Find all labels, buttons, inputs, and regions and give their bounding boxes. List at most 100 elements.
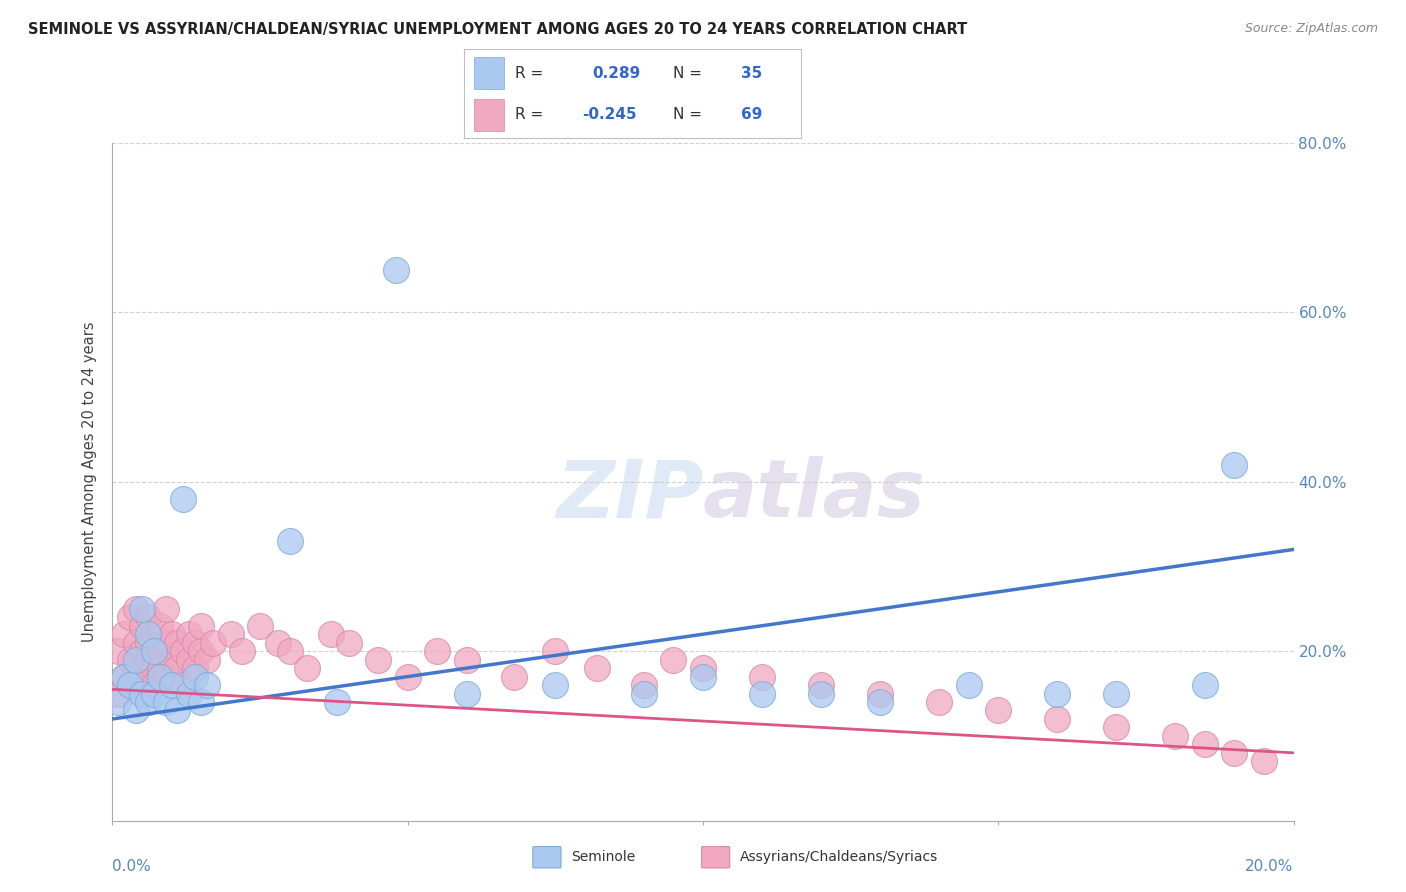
Text: 0.0%: 0.0% <box>112 859 152 874</box>
Bar <box>474 57 505 89</box>
FancyBboxPatch shape <box>702 847 730 868</box>
Point <box>869 695 891 709</box>
Point <box>149 669 172 683</box>
Point <box>1105 721 1128 735</box>
Point <box>751 669 773 683</box>
Point <box>136 610 159 624</box>
Point <box>190 644 212 658</box>
Point <box>456 687 478 701</box>
Point <box>319 627 342 641</box>
Point <box>633 687 655 701</box>
Point <box>166 635 188 649</box>
Text: 20.0%: 20.0% <box>1246 859 1294 874</box>
Point <box>142 644 165 658</box>
Text: -0.245: -0.245 <box>582 107 637 121</box>
Point <box>120 678 142 692</box>
Point <box>131 619 153 633</box>
Point <box>125 635 148 649</box>
Point <box>142 687 165 701</box>
Point <box>928 695 950 709</box>
Point <box>278 644 301 658</box>
Point <box>107 695 129 709</box>
Point <box>149 619 172 633</box>
Point <box>120 610 142 624</box>
Point <box>278 533 301 548</box>
Point <box>172 644 194 658</box>
Point <box>136 653 159 667</box>
Point <box>112 627 135 641</box>
Point <box>166 661 188 675</box>
Point <box>195 653 218 667</box>
Text: 0.289: 0.289 <box>592 66 641 80</box>
Point <box>190 619 212 633</box>
Point <box>751 687 773 701</box>
Point <box>112 669 135 683</box>
Point <box>633 678 655 692</box>
Point <box>987 703 1010 717</box>
Point <box>692 669 714 683</box>
Point <box>456 653 478 667</box>
Point <box>1223 458 1246 472</box>
Point <box>120 678 142 692</box>
Point <box>142 661 165 675</box>
Bar <box>474 99 505 131</box>
Text: Assyrians/Chaldeans/Syriacs: Assyrians/Chaldeans/Syriacs <box>740 850 938 864</box>
Point <box>869 687 891 701</box>
Point <box>1046 687 1069 701</box>
Point <box>810 678 832 692</box>
Point <box>160 678 183 692</box>
Point <box>249 619 271 633</box>
Point <box>184 669 207 683</box>
Point <box>120 653 142 667</box>
Point <box>166 703 188 717</box>
Text: Source: ZipAtlas.com: Source: ZipAtlas.com <box>1244 22 1378 36</box>
Point <box>219 627 242 641</box>
Point <box>172 491 194 506</box>
FancyBboxPatch shape <box>533 847 561 868</box>
Point <box>131 644 153 658</box>
Point <box>149 644 172 658</box>
Point <box>544 678 567 692</box>
Point <box>367 653 389 667</box>
Point <box>155 602 177 616</box>
Text: SEMINOLE VS ASSYRIAN/CHALDEAN/SYRIAC UNEMPLOYMENT AMONG AGES 20 TO 24 YEARS CORR: SEMINOLE VS ASSYRIAN/CHALDEAN/SYRIAC UNE… <box>28 22 967 37</box>
Text: N =: N = <box>673 66 707 80</box>
Point <box>1223 746 1246 760</box>
Point <box>125 661 148 675</box>
Text: ZIP: ZIP <box>555 456 703 534</box>
Point <box>179 627 201 641</box>
Point <box>107 687 129 701</box>
Point <box>190 695 212 709</box>
Point <box>1105 687 1128 701</box>
Point <box>1194 737 1216 751</box>
Point <box>136 627 159 641</box>
Point <box>1164 729 1187 743</box>
Point <box>195 678 218 692</box>
Point <box>810 687 832 701</box>
Point <box>155 669 177 683</box>
Point <box>107 644 129 658</box>
Point <box>201 635 224 649</box>
Point <box>1194 678 1216 692</box>
Point <box>136 669 159 683</box>
Y-axis label: Unemployment Among Ages 20 to 24 years: Unemployment Among Ages 20 to 24 years <box>82 321 97 642</box>
Text: N =: N = <box>673 107 707 121</box>
Point <box>179 687 201 701</box>
Point <box>1253 755 1275 769</box>
Point <box>136 635 159 649</box>
Point <box>125 703 148 717</box>
Point <box>692 661 714 675</box>
Text: 35: 35 <box>741 66 762 80</box>
Point <box>326 695 349 709</box>
Point <box>160 653 183 667</box>
Point <box>160 627 183 641</box>
Point <box>136 695 159 709</box>
Point <box>231 644 253 658</box>
Point <box>544 644 567 658</box>
Point <box>297 661 319 675</box>
Text: 69: 69 <box>741 107 762 121</box>
Point <box>125 602 148 616</box>
Point <box>337 635 360 649</box>
Point <box>503 669 526 683</box>
Point <box>1046 712 1069 726</box>
